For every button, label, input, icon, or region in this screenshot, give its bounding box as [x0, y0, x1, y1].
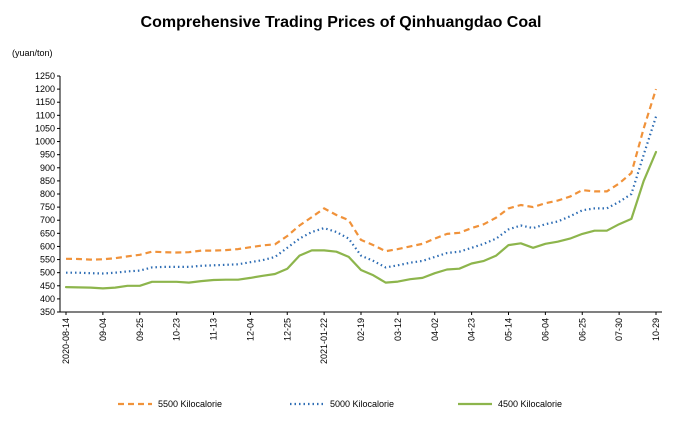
chart-title: Comprehensive Trading Prices of Qinhuang…	[140, 14, 542, 31]
y-tick-label: 450	[40, 281, 55, 291]
x-tick-label: 11-13	[209, 318, 219, 340]
x-tick-label: 2021-01-22	[319, 318, 329, 364]
legend-label-0: 5500 Kilocalorie	[158, 399, 222, 409]
y-tick-label: 900	[40, 163, 55, 173]
x-tick-label: 04-23	[467, 318, 477, 341]
x-tick-label: 10-23	[172, 318, 182, 341]
x-tick-label: 03-12	[393, 318, 403, 341]
series-line-2	[64, 150, 658, 290]
x-tick-label: 09-25	[135, 318, 145, 341]
y-tick-label: 500	[40, 268, 55, 278]
x-tick-label: 02-19	[356, 318, 366, 341]
series-line-0	[65, 88, 658, 261]
x-tick-label: 10-29	[651, 318, 661, 341]
y-tick-label: 750	[40, 202, 55, 212]
x-tick-label: 12-25	[282, 318, 292, 341]
y-tick-label: 1050	[35, 123, 55, 133]
y-tick-label: 650	[40, 228, 55, 238]
x-tick-label: 09-04	[98, 318, 108, 341]
y-tick-label: 1100	[36, 110, 55, 120]
series-line-1	[66, 116, 658, 275]
y-tick-label: 1200	[35, 84, 55, 94]
y-tick-label: 1000	[35, 137, 55, 147]
y-tick-label: 700	[40, 215, 55, 225]
x-tick-label: 05-14	[504, 318, 514, 341]
y-axis-unit-label: (yuan/ton)	[12, 48, 53, 58]
y-tick-label: 550	[40, 255, 55, 265]
legend-label-1: 5000 Kilocalorie	[330, 399, 394, 409]
x-tick-label: 06-25	[577, 318, 587, 341]
y-tick-label: 350	[40, 307, 55, 317]
x-tick-label: 06-04	[540, 318, 550, 341]
y-tick-label: 400	[40, 294, 55, 304]
y-tick-label: 800	[40, 189, 55, 199]
y-tick-label: 1250	[35, 71, 55, 81]
y-tick-label: 950	[40, 150, 55, 160]
x-tick-label: 2020-08-14	[61, 318, 71, 364]
legend-label-2: 4500 Kilocalorie	[498, 399, 562, 409]
x-tick-label: 07-30	[614, 318, 624, 341]
y-tick-label: 1150	[36, 97, 55, 107]
y-tick-label: 600	[40, 241, 55, 251]
x-tick-label: 04-02	[430, 318, 440, 341]
y-tick-label: 850	[40, 176, 55, 186]
x-tick-label: 12-04	[245, 318, 255, 341]
